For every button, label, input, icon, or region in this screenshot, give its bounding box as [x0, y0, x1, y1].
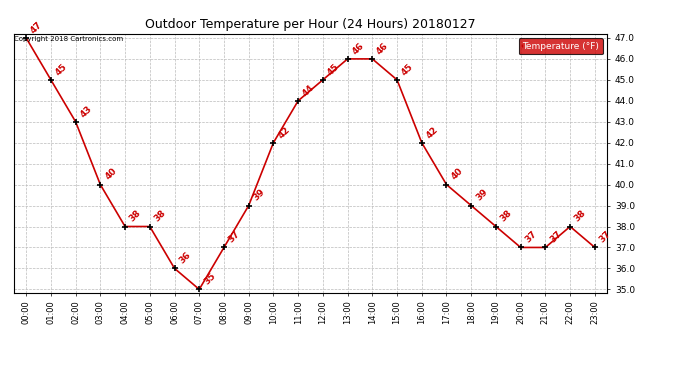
Text: 42: 42: [424, 124, 440, 140]
Text: 35: 35: [202, 272, 217, 286]
Text: 44: 44: [301, 82, 316, 98]
Text: 37: 37: [524, 230, 539, 244]
Text: 47: 47: [29, 20, 44, 35]
Text: 46: 46: [351, 41, 366, 56]
Text: 39: 39: [251, 188, 267, 203]
Text: 45: 45: [326, 62, 341, 77]
Text: 38: 38: [499, 209, 514, 224]
Text: 46: 46: [375, 41, 391, 56]
Text: 37: 37: [598, 230, 613, 244]
Text: 45: 45: [400, 62, 415, 77]
Text: 37: 37: [548, 230, 564, 244]
Text: 40: 40: [449, 166, 464, 182]
Text: Copyright 2018 Cartronics.com: Copyright 2018 Cartronics.com: [14, 36, 124, 42]
Text: 36: 36: [177, 251, 193, 266]
Text: 39: 39: [474, 188, 489, 203]
Text: 42: 42: [276, 124, 291, 140]
Text: 40: 40: [103, 166, 118, 182]
Text: 38: 38: [573, 209, 588, 224]
Text: 38: 38: [128, 209, 143, 224]
Legend: Temperature (°F): Temperature (°F): [519, 38, 602, 54]
Text: 38: 38: [152, 209, 168, 224]
Text: 37: 37: [227, 230, 242, 244]
Text: 45: 45: [54, 62, 69, 77]
Title: Outdoor Temperature per Hour (24 Hours) 20180127: Outdoor Temperature per Hour (24 Hours) …: [145, 18, 476, 31]
Text: 43: 43: [79, 104, 94, 119]
